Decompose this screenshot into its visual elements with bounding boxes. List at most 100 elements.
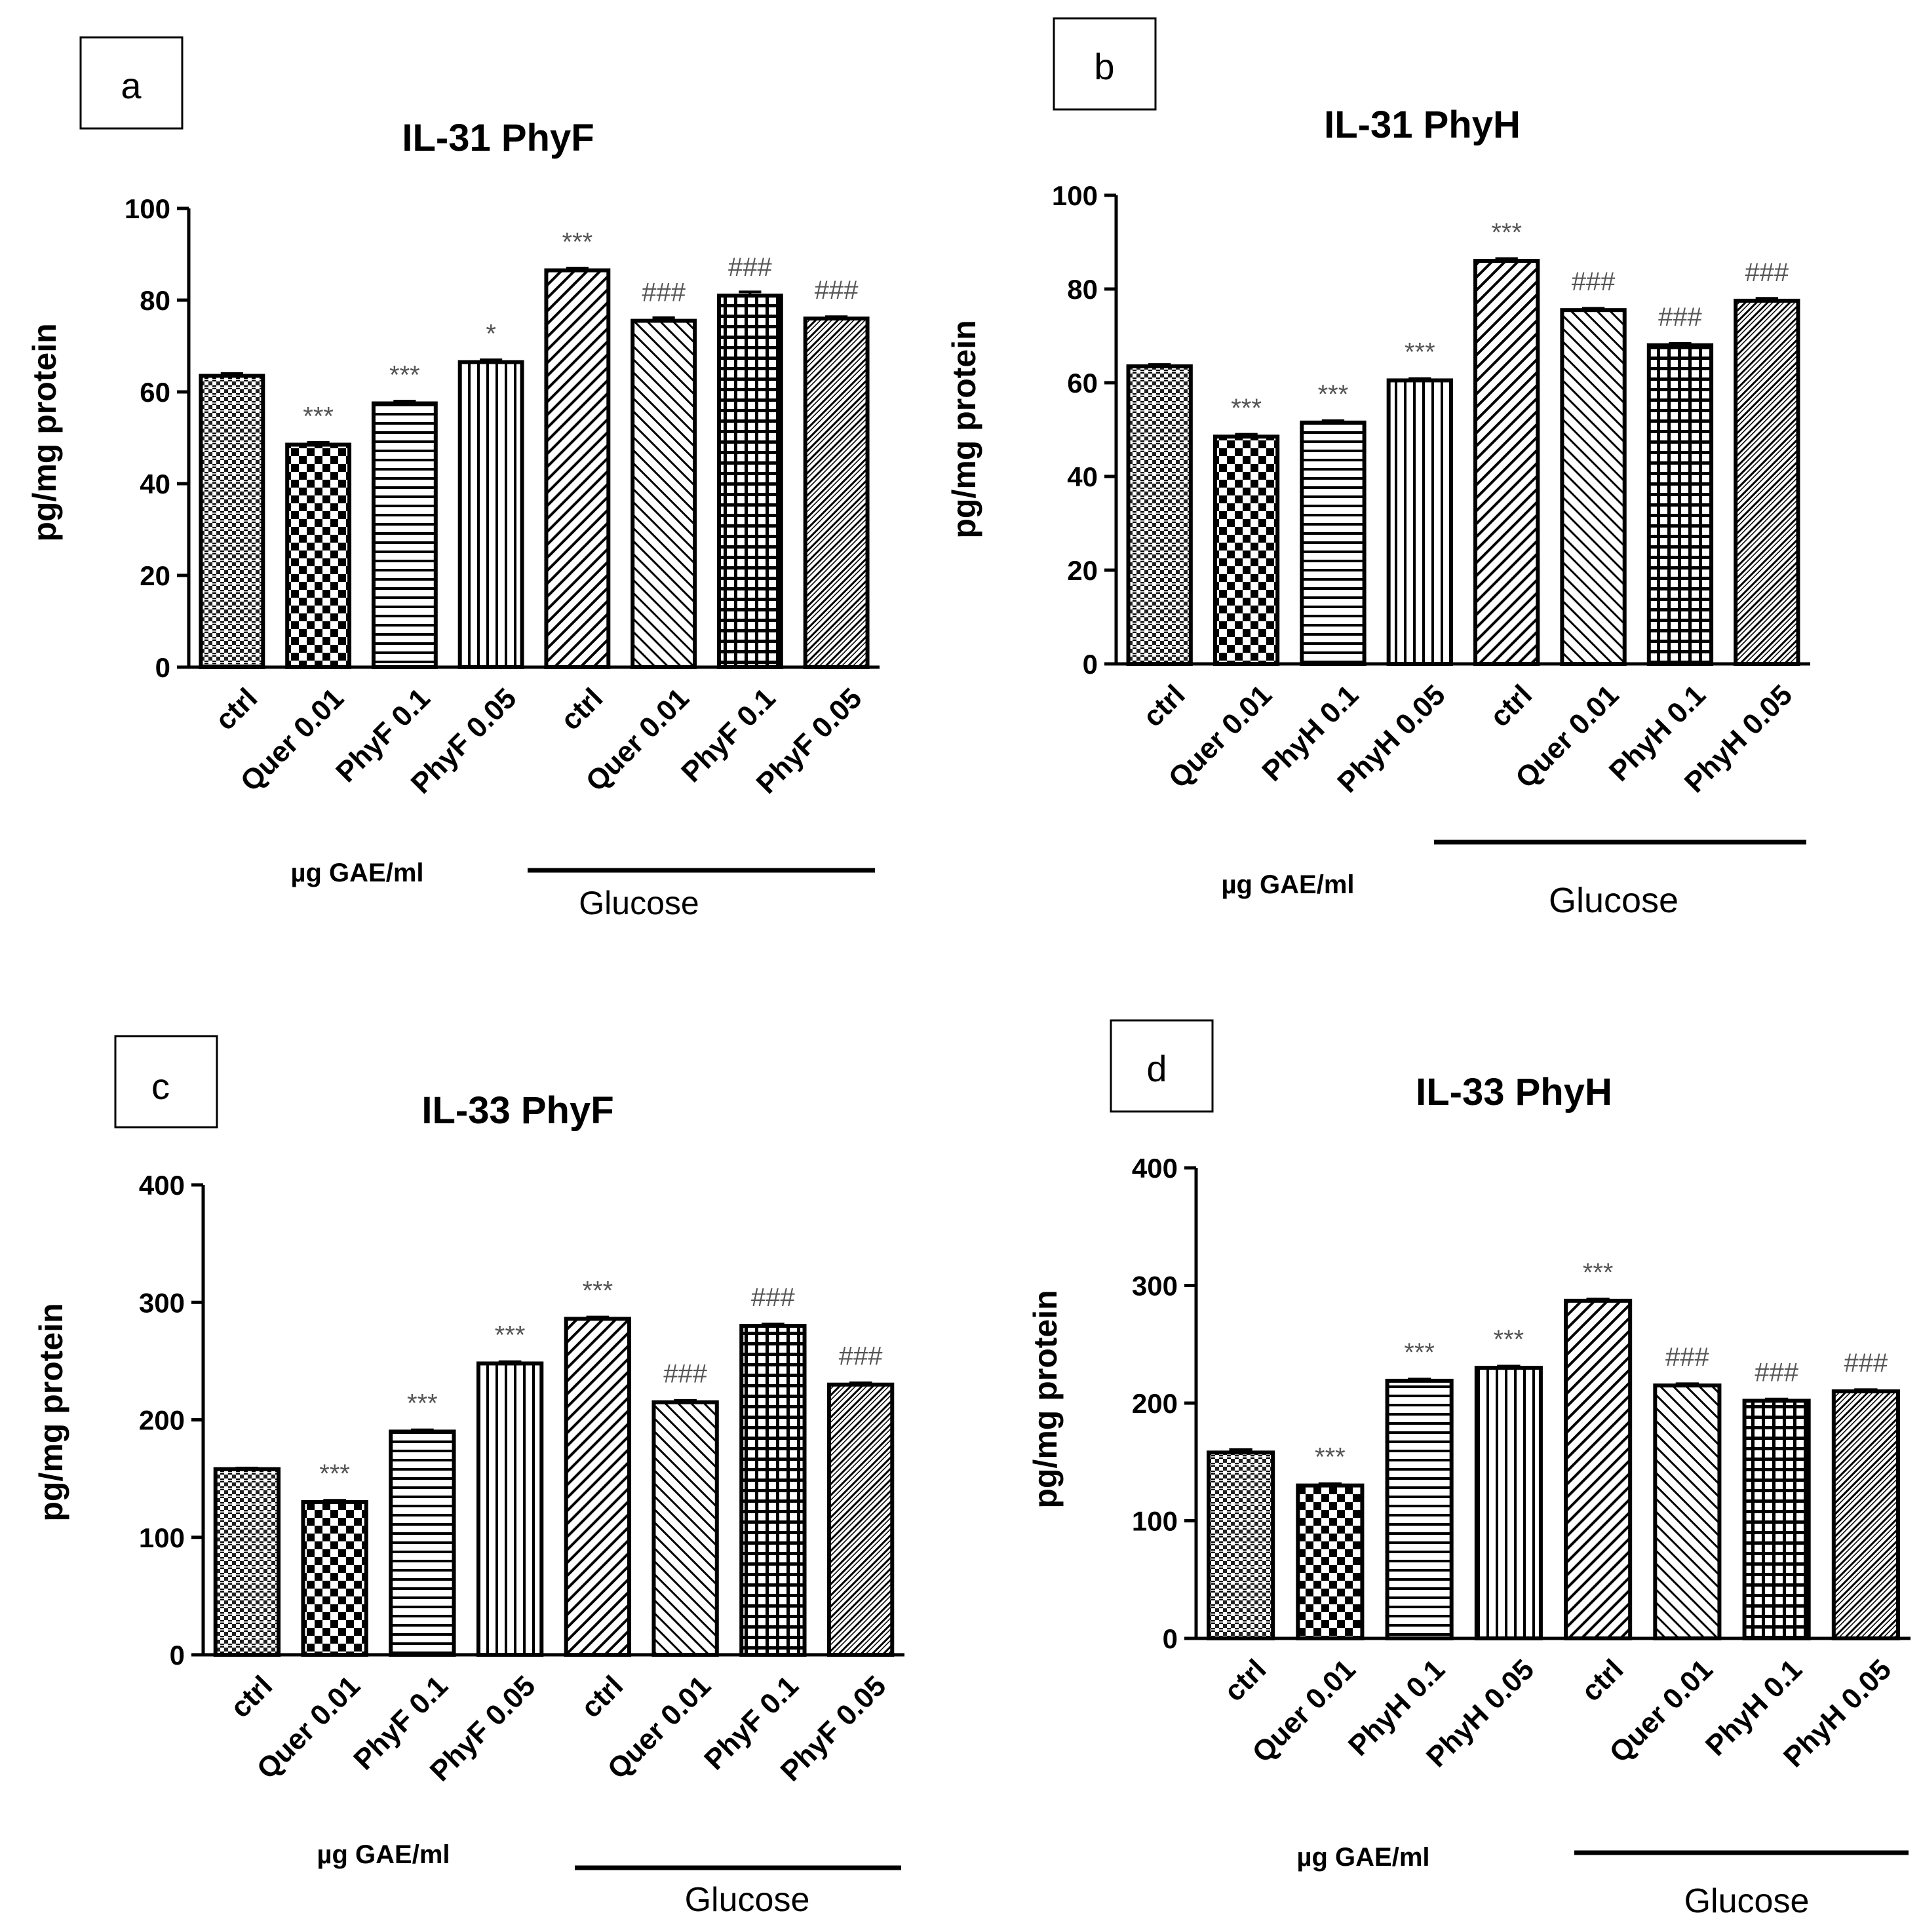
y-tick-label: 40: [1067, 461, 1098, 492]
bars: *** *** *** *** ### ### ###: [213, 1276, 895, 1657]
glucose-label: Glucose: [1684, 1882, 1810, 1920]
significance-annotation: ***: [407, 1389, 438, 1418]
bar: [476, 1361, 544, 1657]
bar: [651, 1400, 719, 1657]
significance-annotation: *: [486, 320, 496, 349]
y-axis: 0 100 200 300 400: [139, 1170, 904, 1671]
significance-annotation: ###: [663, 1360, 707, 1389]
significance-annotation: ###: [1755, 1358, 1798, 1387]
panel-label-box: [1053, 17, 1157, 111]
y-axis: 0 20 40 60 80 100: [125, 193, 880, 683]
x-tick-label: ctrl: [554, 682, 609, 737]
significance-annotation: ###: [642, 279, 686, 307]
y-tick-label: 40: [140, 469, 170, 499]
significance-annotation: ***: [1318, 380, 1349, 409]
y-axis-label: pg/mg protein: [946, 320, 982, 538]
bar: [826, 1382, 895, 1657]
significance-annotation: ***: [319, 1459, 350, 1488]
chart-title: IL-33 PhyF: [421, 1089, 613, 1132]
significance-annotation: ###: [1572, 267, 1616, 296]
bar: [1300, 420, 1367, 667]
bar: [739, 1324, 807, 1657]
y-tick-label: 20: [140, 560, 170, 591]
y-tick-label: 20: [1067, 555, 1098, 586]
panel-label: d: [1146, 1048, 1167, 1089]
bar: [1564, 1298, 1633, 1640]
significance-annotation: ###: [839, 1342, 883, 1371]
unit-label: µg GAE/ml: [1221, 870, 1354, 899]
bar: [1646, 343, 1714, 666]
bars: **********#########: [199, 228, 870, 669]
significance-annotation: ###: [1745, 258, 1789, 287]
significance-annotation: ***: [1231, 394, 1262, 423]
bar: [301, 1499, 368, 1657]
bar: [1734, 298, 1800, 666]
y-tick-label: 100: [125, 193, 170, 224]
bar: [285, 442, 352, 669]
chart-title: IL-31 PhyH: [1324, 104, 1521, 146]
bar: [631, 319, 697, 669]
significance-annotation: ###: [1665, 1343, 1709, 1372]
chart-panel-a: a IL-31 PhyF pg/mg protein 020406080100 …: [26, 36, 880, 921]
bar: [716, 294, 783, 669]
bar: [803, 317, 870, 669]
bar: [1126, 364, 1193, 666]
y-tick-label: 0: [170, 1640, 185, 1671]
y-tick-label: 80: [140, 285, 170, 316]
bar: [1296, 1483, 1365, 1640]
chart-panel-c: c IL-33 PhyF pg/mg protein 0 100 200 300 400…: [33, 1035, 904, 1919]
significance-annotation: ***: [1315, 1443, 1346, 1472]
y-tick-label: 300: [1132, 1271, 1178, 1302]
y-tick-label: 200: [1132, 1388, 1178, 1419]
bar: [1474, 1366, 1543, 1640]
x-tick-label: ctrl: [1484, 679, 1538, 733]
significance-annotation: ###: [1658, 303, 1702, 332]
bar: [1560, 308, 1627, 666]
significance-annotation: ***: [303, 402, 334, 431]
significance-annotation: ###: [728, 253, 772, 282]
significance-annotation: ***: [1583, 1258, 1614, 1287]
significance-annotation: ***: [562, 228, 593, 257]
panel-label-box: [1110, 1019, 1214, 1113]
unit-label: µg GAE/ml: [317, 1840, 450, 1869]
y-tick-label: 200: [139, 1405, 185, 1436]
x-tick-label: ctrl: [1137, 679, 1192, 733]
bar: [544, 268, 611, 669]
bar: [1473, 259, 1540, 667]
y-tick-label: 300: [139, 1287, 185, 1318]
y-tick-label: 60: [140, 377, 170, 408]
bar: [213, 1467, 281, 1657]
unit-label: µg GAE/ml: [290, 859, 423, 887]
bar: [1831, 1389, 1900, 1641]
panel-label: b: [1094, 46, 1114, 87]
bar: [1653, 1383, 1722, 1640]
chart-title: IL-33 PhyH: [1416, 1071, 1612, 1113]
x-tick-label: ctrl: [575, 1670, 629, 1724]
significance-annotation: ***: [495, 1321, 526, 1349]
chart-title: IL-31 PhyF: [402, 117, 594, 159]
glucose-label: Glucose: [685, 1881, 810, 1919]
x-tick-label: ctrl: [1218, 1653, 1272, 1708]
y-axis-label: pg/mg protein: [26, 323, 63, 541]
bar: [389, 1429, 456, 1657]
bar: [1386, 378, 1453, 666]
y-tick-label: 0: [1163, 1623, 1178, 1654]
x-tick-label: ctrl: [209, 682, 263, 737]
bar: [1742, 1399, 1811, 1640]
bar: [564, 1317, 632, 1657]
chart-panel-d: d IL-33 PhyH pg/mg protein 0 100 200 300 400…: [1027, 1019, 1911, 1920]
significance-annotation: ***: [1405, 338, 1435, 366]
bar: [199, 374, 265, 669]
y-tick-label: 0: [155, 652, 170, 683]
glucose-label: Glucose: [579, 885, 699, 921]
bars: *** *** *** *** ### ### ###: [1207, 1258, 1900, 1641]
significance-annotation: ###: [1844, 1349, 1888, 1378]
bar: [371, 401, 438, 669]
significance-annotation: ###: [751, 1283, 795, 1312]
panel-label: c: [151, 1066, 170, 1107]
bar: [1385, 1378, 1454, 1641]
